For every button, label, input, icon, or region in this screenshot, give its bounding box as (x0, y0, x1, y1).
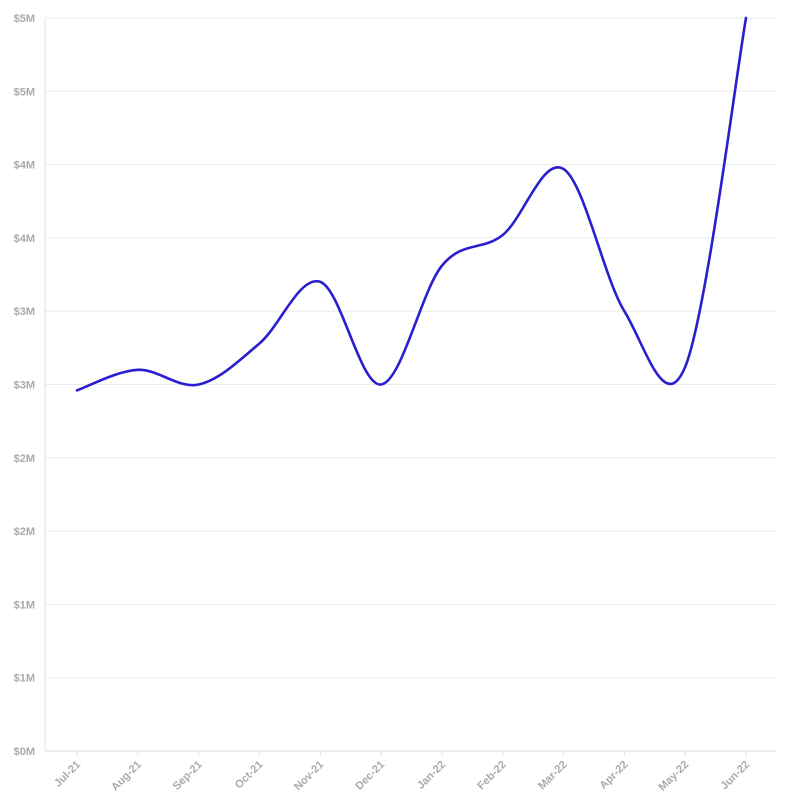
y-tick-label: $1M (14, 673, 35, 685)
y-tick-label: $4M (14, 233, 35, 245)
series-line (75, 16, 748, 392)
x-tick-label: Aug-21 (109, 759, 144, 794)
x-tick-label: Jun-22 (719, 759, 753, 793)
x-tick-label: May-22 (656, 759, 691, 794)
y-tick-label: $1M (14, 599, 35, 611)
y-axis-tick-labels: $0M $1M $1M $2M $2M $3M $3M $4M $4M $5M $5M (14, 13, 35, 758)
x-tick-label: Feb-22 (475, 759, 509, 793)
x-tick-label: Apr-22 (597, 759, 630, 792)
y-tick-label: $2M (14, 526, 35, 538)
series-lines (75, 16, 748, 392)
y-tick-label: $2M (14, 453, 35, 465)
gridlines (45, 17, 777, 679)
x-tick-label: Jan-22 (415, 759, 448, 792)
x-tick-label: Sep-21 (171, 759, 205, 793)
y-tick-label: $0M (14, 746, 35, 758)
y-tick-label: $5M (14, 13, 35, 25)
x-tick-label: Dec-21 (353, 759, 387, 793)
axes (44, 18, 777, 756)
x-tick-label: Mar-22 (536, 759, 570, 793)
y-tick-label: $5M (14, 86, 35, 98)
y-tick-label: $3M (14, 306, 35, 318)
x-axis-tick-labels: Jul-21 Aug-21 Sep-21 Oct-21 Nov-21 Dec-21 Jan-… (52, 759, 752, 794)
y-tick-label: $4M (14, 160, 35, 172)
x-tick-label: Oct-21 (233, 759, 266, 792)
x-tick-label: Nov-21 (292, 759, 326, 793)
x-tick-label: Jul-21 (52, 759, 83, 790)
y-tick-label: $3M (14, 380, 35, 392)
